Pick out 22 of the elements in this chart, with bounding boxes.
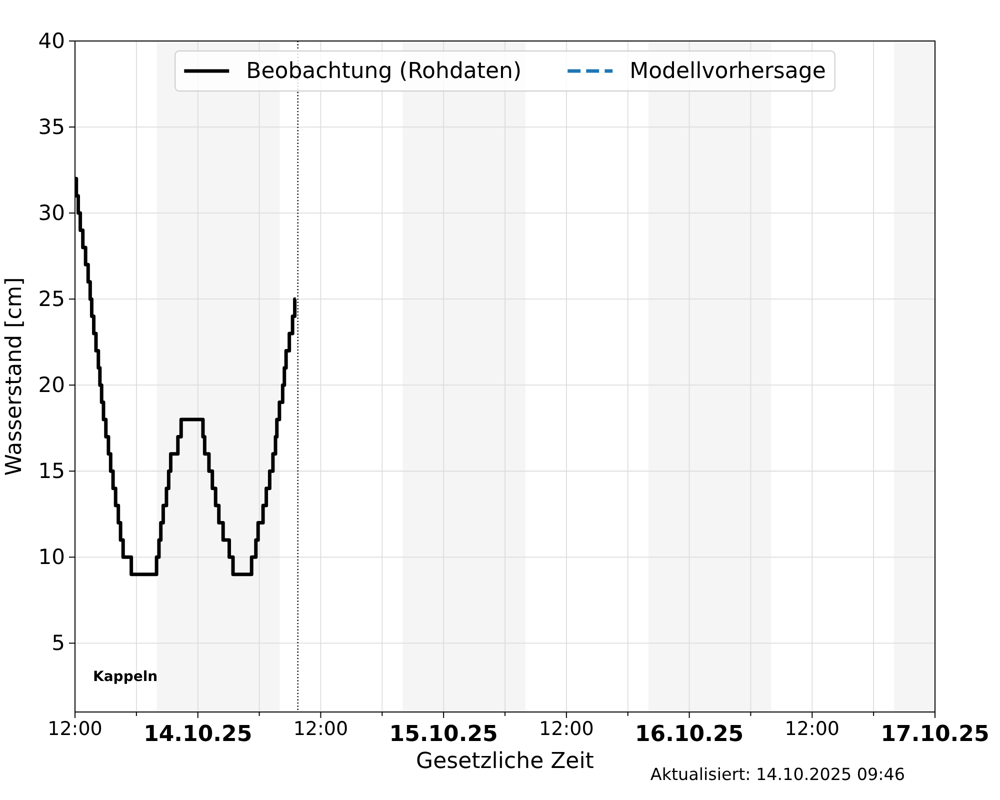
legend-label: Beobachtung (Rohdaten) [246,58,522,84]
y-tick-label: 20 [38,373,65,398]
y-tick-label: 40 [38,29,65,53]
y-tick-label: 5 [52,631,65,656]
x-tick-label: 16.10.25 [635,722,744,747]
text: Aktualisiert: 14.10.2025 09:46 [650,764,905,784]
x-tick-label: 12:00 [784,718,840,740]
y-tick-label: 15 [38,459,65,484]
legend-label: Modellvorhersage [630,58,826,84]
x-tick-label: 12:00 [293,718,348,740]
x-tick-label: 12:00 [539,718,594,740]
y-tick-label: 30 [38,201,65,226]
y-tick-label: 25 [38,287,65,312]
x-tick-label: 17.10.25 [880,722,990,747]
x-tick-label: 15.10.25 [389,722,498,747]
x-axis-title: Gesetzliche Zeit [416,749,594,774]
annotation: Kappeln [93,669,158,685]
y-axis-title: Wasserstand [cm] [2,277,26,476]
x-tick-label: 14.10.25 [144,722,252,747]
x-tick-label: 12:00 [48,718,102,740]
y-tick-label: 35 [38,115,65,140]
y-tick-label: 10 [38,545,65,570]
